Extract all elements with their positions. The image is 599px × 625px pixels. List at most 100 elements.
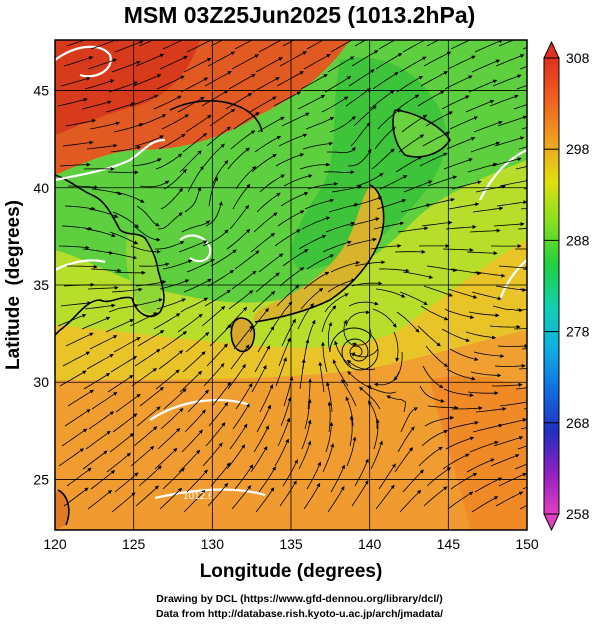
streamline: [107, 170, 139, 175]
streamline: [114, 472, 139, 493]
streamline: [113, 123, 144, 133]
credit-line-1: Drawing by DCL (https://www.gfd-dennou.o…: [156, 593, 443, 605]
streamline: [135, 53, 165, 67]
streamline: [64, 205, 96, 211]
isobar-contours: [55, 45, 527, 500]
streamline: [230, 130, 256, 150]
y-tick-labels: 25 30 35 40 45: [33, 83, 49, 488]
plot-frame: [54, 39, 528, 531]
streamline: [135, 280, 167, 287]
streamline: [352, 196, 383, 207]
streamline: [130, 245, 161, 254]
streamline: [139, 386, 164, 407]
streamline: [499, 178, 527, 187]
streamline: [275, 357, 287, 387]
streamline: [234, 250, 260, 270]
streamline: [375, 53, 403, 70]
streamline: [81, 316, 111, 330]
streamline: [58, 245, 90, 250]
colorbar-tick-288: 288: [566, 232, 590, 248]
coastlines: [55, 100, 451, 526]
streamline: [393, 94, 420, 113]
streamline: [91, 188, 123, 196]
streamline: [449, 116, 479, 130]
streamline: [345, 396, 354, 427]
land-kyushu: [231, 318, 255, 352]
streamline: [303, 53, 331, 70]
field-ocean-yellow: [55, 240, 527, 380]
streamline: [82, 450, 108, 470]
y-tick-25: 25: [33, 471, 49, 487]
streamline: [396, 75, 424, 93]
streamline: [329, 116, 356, 133]
streamline: [449, 348, 479, 361]
streamline: [300, 74, 328, 90]
streamline: [378, 40, 396, 50]
streamline: [399, 56, 427, 73]
streamline: [323, 170, 355, 175]
streamline: [400, 407, 418, 433]
streamline: [163, 388, 187, 410]
streamline: [85, 430, 111, 450]
streamline: [86, 353, 114, 370]
streamline: [379, 175, 408, 190]
streamline: [66, 40, 86, 47]
streamline: [109, 432, 135, 453]
streamline: [370, 243, 402, 250]
streamline: [274, 229, 301, 247]
streamline: [88, 208, 119, 218]
streamline: [229, 204, 250, 230]
streamline: [231, 54, 259, 70]
streamline: [401, 114, 428, 133]
streamline: [366, 385, 397, 394]
streamline: [227, 363, 246, 390]
streamline: [138, 262, 170, 267]
streamline: [447, 491, 474, 510]
streamline: [332, 359, 349, 387]
streamline: [299, 162, 331, 170]
streamline: [81, 100, 112, 110]
streamline: [251, 154, 277, 173]
streamline: [111, 492, 136, 513]
streamline: [139, 180, 170, 188]
streamline: [399, 291, 428, 305]
streamline: [133, 225, 161, 242]
streamline: [106, 452, 131, 473]
field-north-red: [55, 40, 200, 135]
streamline: [159, 487, 183, 510]
streamline: [204, 71, 232, 87]
streamline: [282, 40, 295, 47]
streamline: [64, 409, 91, 427]
streamline: [112, 413, 138, 433]
streamline: [419, 385, 445, 403]
streamline: [353, 105, 377, 127]
streamline: [307, 378, 313, 410]
streamline: [472, 206, 504, 213]
streamline: [427, 405, 459, 410]
streamline: [67, 185, 99, 190]
streamline: [61, 428, 88, 447]
streamline: [517, 228, 527, 230]
colorbar-tick-298: 298: [566, 141, 590, 157]
streamline: [87, 58, 118, 70]
streamline: [350, 122, 371, 147]
streamline: [372, 308, 397, 328]
streamline: [88, 411, 115, 430]
streamline: [465, 331, 497, 340]
chart-title: MSM 03Z25Jun2025 (1013.2hPa): [123, 2, 476, 28]
streamline: [367, 400, 378, 429]
y-tick-40: 40: [33, 180, 49, 196]
streamline: [322, 443, 335, 473]
streamline: [162, 259, 193, 270]
streamline: [183, 278, 212, 293]
streamline: [450, 268, 482, 276]
streamline: [133, 426, 158, 447]
streamline: [349, 415, 354, 447]
streamline: [423, 51, 452, 67]
streamline: [231, 270, 257, 290]
streamline: [84, 79, 115, 90]
streamline: [67, 264, 98, 269]
streamline: [421, 429, 449, 447]
streamline: [89, 335, 118, 350]
